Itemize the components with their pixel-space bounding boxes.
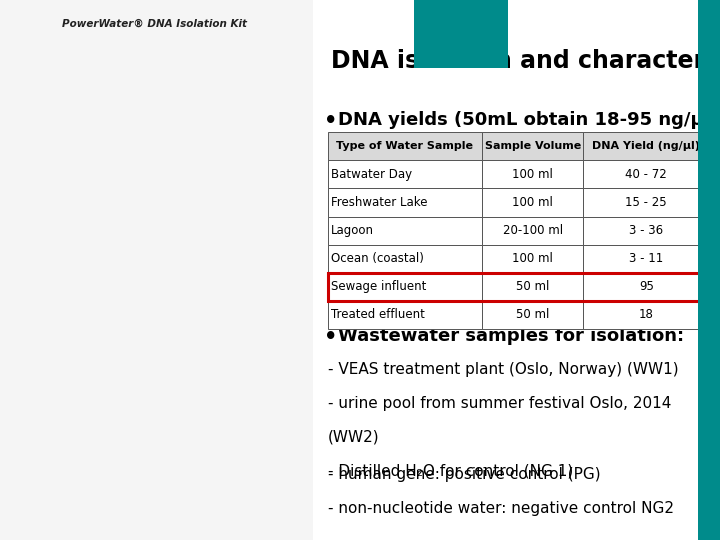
Text: - Elute with Solution PW6: - Elute with Solution PW6 xyxy=(163,509,242,514)
Circle shape xyxy=(145,271,187,340)
Text: Wash with Solution PW4
- Wash with Solution PW5: Wash with Solution PW4 - Wash with Solut… xyxy=(163,470,243,481)
Text: 20-100 ml: 20-100 ml xyxy=(503,224,563,237)
Text: 3 - 36: 3 - 36 xyxy=(629,224,663,237)
Text: (WW2): (WW2) xyxy=(328,430,379,445)
Text: 50 ml: 50 ml xyxy=(516,280,549,293)
Text: Lagoon: Lagoon xyxy=(331,224,374,237)
Bar xyxy=(104,464,123,495)
Text: - non-nucleotide water: negative control NG2: - non-nucleotide water: negative control… xyxy=(328,501,674,516)
Text: 100 ml: 100 ml xyxy=(513,252,553,265)
Text: 50 ml: 50 ml xyxy=(516,308,549,321)
Text: Batwater Day: Batwater Day xyxy=(331,168,413,181)
Text: - Filter the water sample
  Insert filter into PowerWater®
  Bead Tube: - Filter the water sample Insert filter … xyxy=(163,92,261,110)
Text: - Add Solution PW1: - Add Solution PW1 xyxy=(163,172,222,177)
Text: 3 - 11: 3 - 11 xyxy=(629,252,663,265)
Text: - VEAS treatment plant (Oslo, Norway) (WW1): - VEAS treatment plant (Oslo, Norway) (W… xyxy=(328,362,678,377)
Text: Inhibitor Removal Technology®: Inhibitor Removal Technology® xyxy=(28,311,149,320)
Text: - urine pool from summer festival Oslo, 2014: - urine pool from summer festival Oslo, … xyxy=(328,396,671,411)
Text: 40 - 72: 40 - 72 xyxy=(626,168,667,181)
Text: 100 ml: 100 ml xyxy=(513,196,553,209)
Text: - Distilled H₂O for control (NG 1): - Distilled H₂O for control (NG 1) xyxy=(328,464,573,479)
Bar xyxy=(104,495,123,524)
Text: Bind DNA: Bind DNA xyxy=(28,386,65,395)
Text: DNA Yield (ng/μl): DNA Yield (ng/μl) xyxy=(593,141,700,151)
Text: 15 - 25: 15 - 25 xyxy=(626,196,667,209)
Text: Type of Water Sample: Type of Water Sample xyxy=(336,141,474,151)
Bar xyxy=(120,186,138,231)
Text: •: • xyxy=(324,111,338,131)
Text: Freshwater Lake: Freshwater Lake xyxy=(331,196,428,209)
Text: Wastewater samples for isolation:: Wastewater samples for isolation: xyxy=(338,327,685,345)
Bar xyxy=(104,425,123,464)
Text: Prepare Sample: Prepare Sample xyxy=(28,87,89,97)
Bar xyxy=(120,57,138,122)
Bar xyxy=(120,360,138,405)
Text: 95: 95 xyxy=(639,280,654,293)
Text: 18: 18 xyxy=(639,308,654,321)
Text: Sample Volume: Sample Volume xyxy=(485,141,581,151)
Circle shape xyxy=(71,271,114,340)
Text: DNA isolation and characterization: DNA isolation and characterization xyxy=(331,49,720,72)
Text: Elute: Elute xyxy=(28,505,48,514)
Text: - human gene: positive control (PG): - human gene: positive control (PG) xyxy=(328,467,600,482)
Text: Centrifuge: Centrifuge xyxy=(163,338,199,343)
Text: •: • xyxy=(324,327,338,347)
Text: Cell Lysis: Cell Lysis xyxy=(28,182,63,191)
Text: Attach to Vortex Adapter
- Vortex: Attach to Vortex Adapter - Vortex xyxy=(163,241,241,252)
Text: Treated effluent: Treated effluent xyxy=(331,308,425,321)
Text: Ocean (coastal): Ocean (coastal) xyxy=(331,252,424,265)
Text: 100 ml: 100 ml xyxy=(513,168,553,181)
Text: Sewage influent: Sewage influent xyxy=(331,280,426,293)
Text: - Add Solution PW3
- Vortex
- Load into Spin Filter: - Add Solution PW3 - Vortex - Load into … xyxy=(163,420,230,437)
Text: DNA yields (50mL obtain 18-95 ng/μL): DNA yields (50mL obtain 18-95 ng/μL) xyxy=(338,111,720,129)
Text: - Add Solution PW2
- Vortex
- Incubate at 4°C: - Add Solution PW2 - Vortex - Incubate a… xyxy=(163,321,222,338)
Text: PowerWater® DNA Isolation Kit: PowerWater® DNA Isolation Kit xyxy=(63,19,247,29)
Text: Wash: Wash xyxy=(28,445,49,454)
Text: Centrifuge: Centrifuge xyxy=(46,429,84,435)
Text: Vacuum: Vacuum xyxy=(202,429,233,435)
Text: or: or xyxy=(125,301,133,310)
